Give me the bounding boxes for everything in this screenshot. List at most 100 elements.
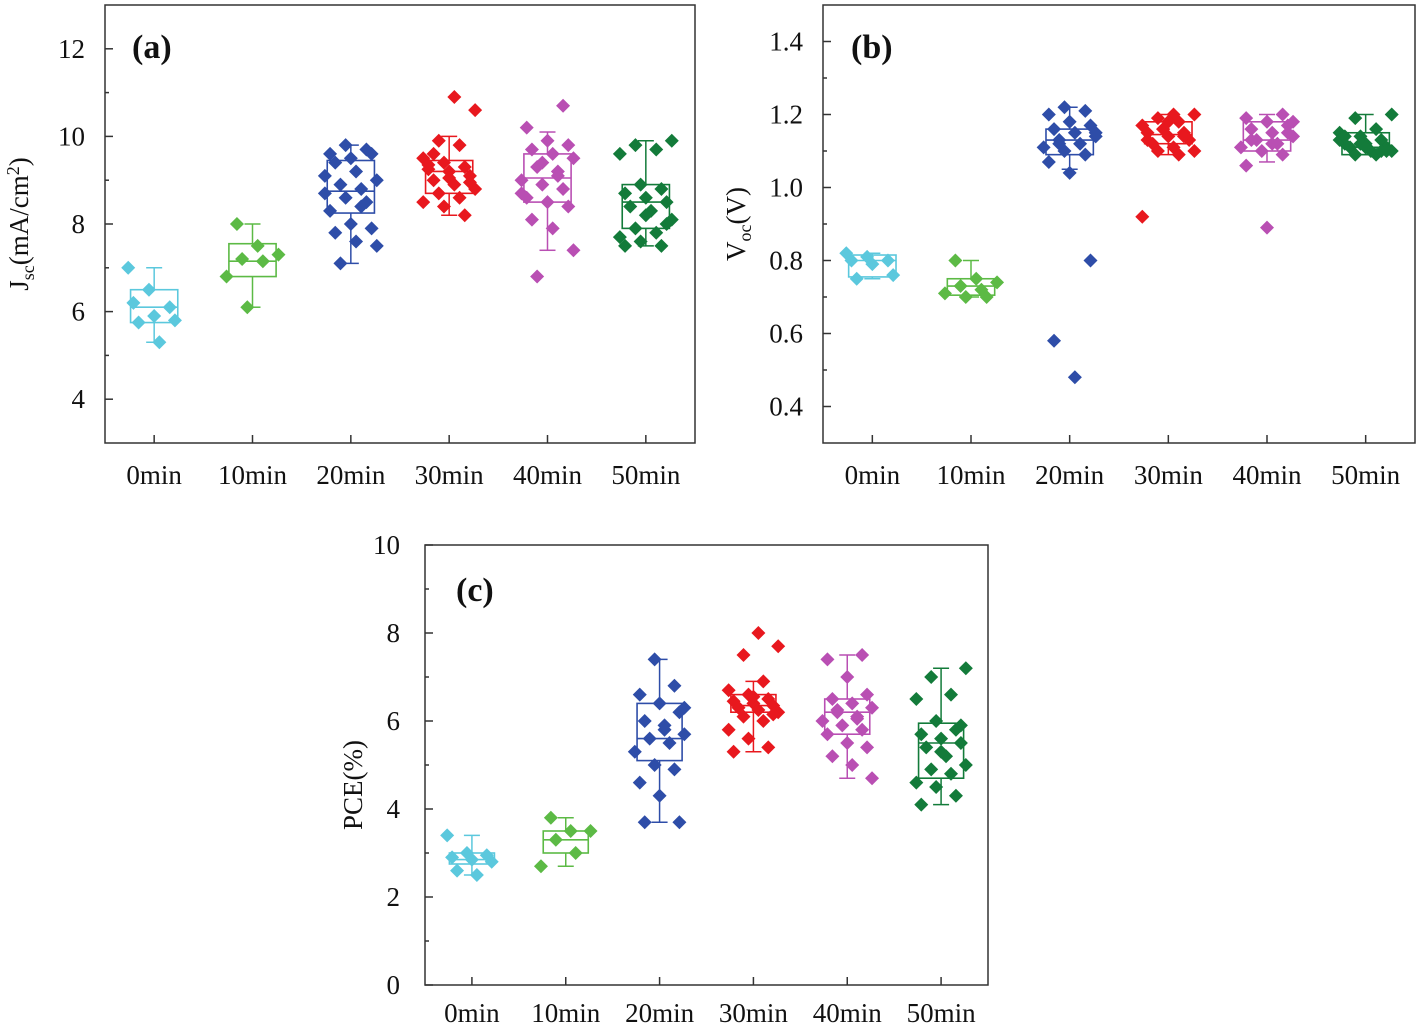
data-point	[1088, 125, 1103, 140]
data-point	[535, 177, 550, 192]
y-tick-label-c: 8	[387, 618, 401, 648]
series-c-40min	[815, 648, 880, 786]
y-tick-label-c: 6	[387, 706, 401, 736]
data-point	[880, 253, 895, 268]
data-point	[1233, 140, 1248, 155]
data-point	[442, 171, 457, 186]
data-point	[450, 863, 465, 878]
data-point	[328, 155, 343, 170]
data-point	[924, 670, 939, 684]
data-point	[1369, 122, 1384, 137]
series-a-40min	[514, 98, 581, 284]
data-point	[550, 168, 565, 183]
data-point	[953, 736, 968, 750]
data-point	[756, 714, 771, 728]
data-point	[1062, 114, 1077, 129]
data-point	[561, 199, 576, 214]
data-point	[317, 186, 332, 201]
data-point	[431, 186, 446, 201]
x-category-label: 30min	[1134, 460, 1204, 490]
data-point	[484, 854, 499, 869]
data-point	[839, 246, 854, 261]
data-point	[354, 181, 369, 196]
data-point	[141, 282, 156, 297]
y-tick-label-b: 1.4	[769, 27, 803, 57]
data-point	[1036, 140, 1051, 155]
y-axis-title: Voc(V)	[721, 187, 755, 261]
data-point	[914, 797, 929, 812]
data-point	[452, 138, 467, 153]
series-b-0min	[839, 246, 901, 286]
data-point	[628, 138, 643, 153]
x-category-label: 40min	[813, 998, 883, 1028]
data-point	[1176, 129, 1191, 144]
data-point	[632, 687, 647, 702]
data-point	[1348, 147, 1363, 162]
data-point	[583, 824, 598, 838]
data-point	[524, 142, 539, 157]
series-b-30min	[1135, 107, 1202, 224]
series-a-10min	[219, 217, 286, 315]
data-point	[426, 173, 441, 188]
series-c-20min	[627, 652, 692, 830]
data-point	[909, 775, 924, 790]
data-point	[561, 138, 576, 153]
data-point	[943, 687, 958, 702]
data-point	[958, 661, 973, 676]
x-category-label: 50min	[907, 998, 977, 1028]
data-point	[664, 133, 679, 148]
y-tick-label-a: 10	[58, 121, 85, 151]
data-point	[349, 234, 364, 249]
data-point	[1348, 111, 1363, 126]
data-point	[840, 670, 855, 684]
x-category-label: 20min	[1035, 460, 1105, 490]
data-point	[1260, 114, 1274, 129]
data-point	[914, 727, 929, 742]
data-point	[1239, 158, 1254, 173]
data-point	[271, 247, 286, 262]
data-point	[647, 758, 662, 772]
data-point	[431, 133, 446, 148]
data-point	[855, 722, 870, 737]
data-point	[540, 195, 555, 210]
data-point	[1057, 100, 1072, 115]
data-point	[659, 217, 674, 231]
data-point	[1052, 136, 1067, 151]
data-point	[746, 689, 761, 704]
data-point	[657, 718, 672, 733]
data-point	[721, 683, 736, 698]
panel-a: 4 6 8 10 12 0min 10min 20min 30min 40min 50min (a) J…	[3, 4, 696, 490]
data-point	[452, 190, 467, 205]
series-a-50min	[612, 133, 679, 253]
data-point	[121, 260, 136, 275]
data-point	[1067, 370, 1082, 385]
data-point	[934, 731, 949, 746]
data-point	[845, 696, 860, 711]
data-point	[654, 181, 669, 196]
box	[542, 830, 590, 854]
data-point	[1254, 144, 1269, 158]
data-point	[652, 696, 667, 711]
panel-c: 0 2 4 6 8 10 0min 10min 20min 30min 40min 50min (c) P…	[338, 530, 989, 1028]
data-point	[1337, 129, 1352, 144]
data-point	[1161, 114, 1176, 129]
y-tick-label-a: 8	[72, 209, 86, 239]
data-point	[825, 692, 840, 706]
data-point	[445, 850, 460, 865]
data-point	[948, 788, 963, 803]
data-point	[556, 98, 571, 113]
x-category-label: 50min	[1331, 460, 1401, 490]
data-point	[1265, 136, 1280, 151]
box	[228, 242, 277, 278]
data-point	[633, 234, 648, 249]
data-point	[1244, 133, 1259, 148]
data-point	[886, 268, 901, 283]
data-point	[751, 626, 766, 640]
data-point	[1067, 125, 1082, 140]
data-point	[633, 177, 648, 192]
data-point	[548, 832, 563, 847]
data-point	[147, 308, 162, 323]
data-point	[943, 766, 958, 781]
data-point	[1239, 111, 1254, 126]
series-c-30min	[721, 626, 786, 759]
